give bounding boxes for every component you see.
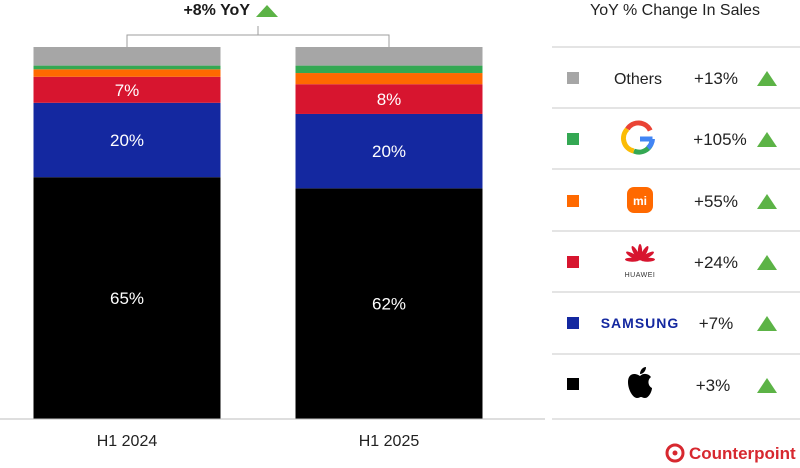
bar-segment-others: [295, 47, 483, 66]
legend-item-xiaomi: mi +55%: [567, 187, 777, 213]
bar-segment-google: [33, 65, 221, 70]
x-tick-label: H1 2024: [97, 433, 158, 450]
trend-up-arrow-icon: [757, 194, 777, 209]
x-tick-label: H1 2025: [359, 433, 420, 450]
legend-change-value: +55%: [694, 192, 738, 211]
huawei-logo-text: HUAWEI: [625, 272, 656, 279]
bar-segment-samsung: [33, 102, 221, 178]
legend-panel: YoY % Change In Sales Others +13% +105%: [552, 2, 800, 420]
legend-swatch: [567, 133, 579, 145]
others-label: Others: [614, 71, 662, 88]
google-logo-icon: [621, 120, 655, 155]
bar-segment-huawei: [33, 76, 221, 103]
huawei-logo-icon: [625, 244, 655, 262]
bar-segment-samsung: [295, 113, 483, 189]
legend-change-value: +24%: [694, 253, 738, 272]
counterpoint-logo-icon: [665, 443, 685, 463]
bar-segment-others: [33, 47, 221, 66]
trend-up-arrow-icon: [757, 71, 777, 86]
legend-item-apple: +3%: [567, 367, 777, 398]
legend-swatch: [567, 378, 579, 390]
legend-change-value: +105%: [693, 130, 746, 149]
bar-segment-apple: [33, 177, 221, 419]
legend-title: YoY % Change In Sales: [590, 2, 760, 19]
total-change-label: +8% YoY: [183, 2, 250, 19]
legend-item-huawei: HUAWEI +24%: [567, 244, 777, 279]
xiaomi-logo-text: mi: [633, 194, 647, 208]
bar-data-label: 7%: [115, 81, 140, 100]
xiaomi-logo-icon: mi: [627, 187, 653, 213]
bar-segment-xiaomi: [33, 69, 221, 77]
legend-change-value: +3%: [696, 376, 731, 395]
counterpoint-brand: Counterpoint: [665, 443, 796, 463]
trend-up-arrow-icon: [757, 255, 777, 270]
trend-up-arrow-icon: [757, 316, 777, 331]
legend-item-google: +105%: [567, 120, 777, 155]
legend-change-value: +13%: [694, 69, 738, 88]
apple-logo-icon: [628, 367, 652, 398]
legend-swatch: [567, 317, 579, 329]
bar-data-label: 20%: [372, 142, 406, 161]
legend-swatch: [567, 72, 579, 84]
total-change-up-arrow-icon: [256, 5, 278, 17]
bar-data-label: 62%: [372, 295, 406, 314]
legend-swatch: [567, 256, 579, 268]
bar-segment-xiaomi: [295, 73, 483, 85]
bar-segment-apple: [295, 188, 483, 419]
trend-up-arrow-icon: [757, 378, 777, 393]
counterpoint-brand-text: Counterpoint: [689, 444, 796, 463]
bars-group: 65% 20% 7% 62% 20% 8%: [33, 47, 483, 419]
bar-segment-google: [295, 65, 483, 74]
bar-data-label: 8%: [377, 90, 402, 109]
legend-item-samsung: SAMSUNG +7%: [567, 314, 777, 333]
legend-swatch: [567, 195, 579, 207]
legend-change-value: +7%: [699, 314, 734, 333]
legend-item-others: Others +13%: [567, 69, 777, 88]
bar-data-label: 65%: [110, 289, 144, 308]
trend-up-arrow-icon: [757, 132, 777, 147]
samsung-logo-text: SAMSUNG: [601, 315, 680, 331]
bar-segment-huawei: [295, 84, 483, 114]
bar-data-label: 20%: [110, 131, 144, 150]
total-change-bracket: +8% YoY: [126, 2, 390, 47]
